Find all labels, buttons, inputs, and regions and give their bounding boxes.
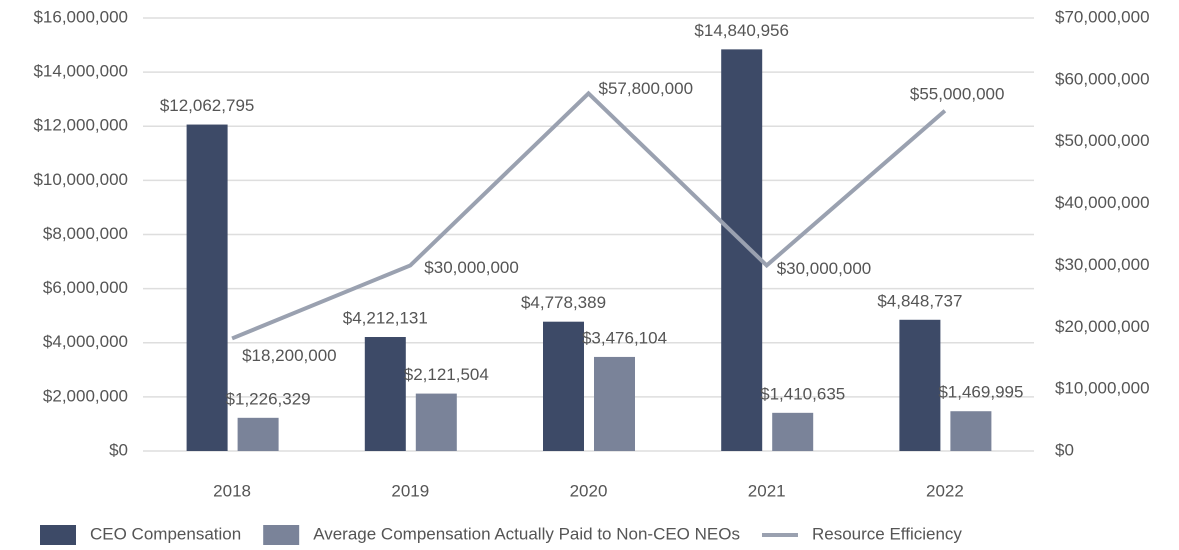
bar	[772, 412, 814, 451]
y2-tick-label: $50,000,000	[1055, 131, 1150, 150]
data-label: $4,212,131	[343, 308, 428, 327]
y2-tick-label: $30,000,000	[1055, 255, 1150, 274]
bar	[721, 49, 763, 451]
bar	[186, 124, 228, 452]
y2-tick-label: $0	[1055, 440, 1074, 459]
data-label: $1,410,635	[760, 384, 845, 403]
bar	[364, 337, 406, 451]
y2-tick-label: $10,000,000	[1055, 379, 1150, 398]
x-tick-label: 2021	[748, 481, 786, 500]
data-label: $4,848,737	[877, 291, 962, 310]
bar	[594, 356, 635, 451]
y2-tick-label: $70,000,000	[1055, 7, 1150, 26]
y2-tick-label: $60,000,000	[1055, 69, 1150, 88]
bar	[899, 319, 941, 451]
y-tick-label: $12,000,000	[33, 116, 128, 135]
line	[231, 90, 947, 341]
data-label: $4,778,389	[521, 293, 606, 312]
data-label: $3,476,104	[582, 328, 667, 347]
y-tick-label: $10,000,000	[33, 170, 128, 189]
y-tick-label: $14,000,000	[33, 62, 128, 81]
bar	[543, 321, 584, 451]
data-label: $30,000,000	[777, 259, 872, 278]
y-tick-label: $0	[109, 440, 128, 459]
legend-swatch	[263, 525, 300, 545]
data-label: $57,800,000	[599, 79, 694, 98]
data-label: $1,469,995	[938, 383, 1023, 402]
y-tick-label: $6,000,000	[43, 278, 128, 297]
y-tick-label: $4,000,000	[43, 332, 128, 351]
y2-tick-label: $40,000,000	[1055, 193, 1150, 212]
legend-label: Average Compensation Actually Paid to No…	[313, 524, 740, 543]
data-label: $2,121,504	[404, 365, 489, 384]
legend-swatch	[40, 525, 76, 545]
data-label: $14,840,956	[694, 21, 789, 40]
data-label: $55,000,000	[910, 84, 1005, 103]
y-tick-label: $8,000,000	[43, 224, 128, 243]
data-label: $1,226,329	[226, 389, 311, 408]
x-tick-label: 2020	[570, 481, 608, 500]
data-label: $12,062,795	[160, 96, 255, 115]
data-label: $18,200,000	[242, 346, 337, 365]
x-tick-label: 2022	[926, 481, 964, 500]
x-tick-label: 2018	[213, 481, 251, 500]
y-tick-label: $2,000,000	[43, 386, 128, 405]
y2-tick-label: $20,000,000	[1055, 317, 1150, 336]
bar	[415, 393, 457, 451]
bar	[237, 417, 279, 451]
x-tick-label: 2019	[391, 481, 429, 500]
y-tick-label: $16,000,000	[33, 7, 128, 26]
legend-label: Resource Efficiency	[812, 524, 962, 543]
legend-label: CEO Compensation	[90, 524, 241, 543]
data-label: $30,000,000	[424, 258, 519, 277]
bar	[950, 411, 992, 451]
